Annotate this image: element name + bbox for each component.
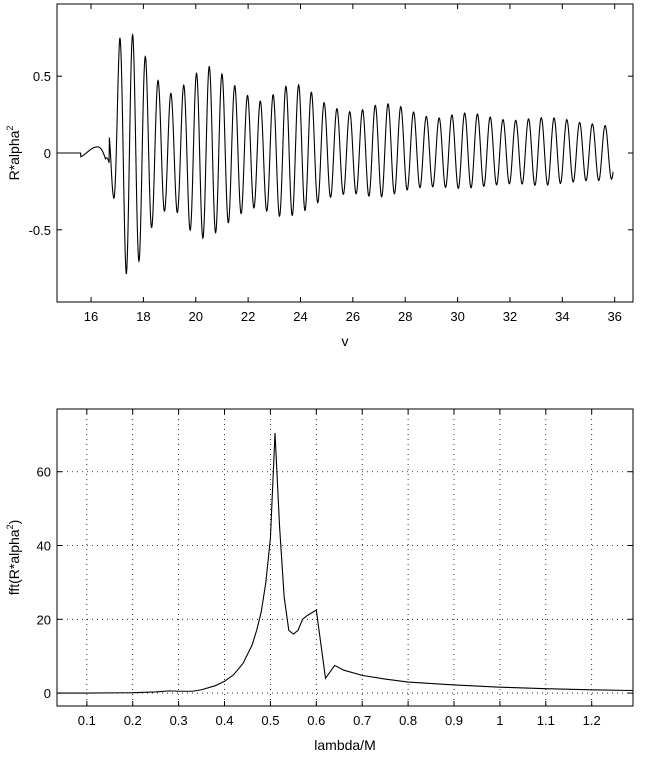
bot-x-tick-label: 0.3 xyxy=(170,713,188,728)
bottom-y-axis-label-tail: ) xyxy=(6,520,22,525)
top-x-tick-label: 36 xyxy=(607,309,621,324)
bottom-y-axis-label: fft(R*alpha2) xyxy=(5,520,22,596)
bot-x-tick-label: 1.1 xyxy=(537,713,555,728)
top-x-tick-label: 16 xyxy=(84,309,98,324)
bot-x-tick-label: 0.9 xyxy=(445,713,463,728)
bot-x-tick-label: 0.7 xyxy=(353,713,371,728)
bottom-spectrum-curve xyxy=(57,432,634,694)
top-ticks: 16 18 20 22 24 26 28 30 32 34 36 -0.5 0 0.5 xyxy=(29,4,633,324)
top-y-axis-label-superscript: 2 xyxy=(5,126,15,131)
bottom-axes-frame xyxy=(56,408,634,707)
top-x-tick-label: 28 xyxy=(398,309,412,324)
bottom-y-axis-label-superscript: 2 xyxy=(5,524,15,529)
top-signal-curve xyxy=(57,33,614,275)
top-x-axis-label: v xyxy=(342,333,349,349)
top-x-tick-label: 32 xyxy=(503,309,517,324)
top-y-tick-label: 0.5 xyxy=(33,69,51,84)
bot-x-tick-label: 0.6 xyxy=(307,713,325,728)
bottom-grid xyxy=(57,409,633,706)
bottom-x-axis-label: lambda/M xyxy=(314,737,375,753)
bot-x-tick-label: 0.1 xyxy=(78,713,96,728)
bot-x-tick-label: 1.2 xyxy=(583,713,601,728)
top-x-tick-label: 24 xyxy=(293,309,307,324)
bot-y-tick-label: 40 xyxy=(37,539,51,554)
top-x-tick-label: 26 xyxy=(346,309,360,324)
top-x-tick-label: 30 xyxy=(450,309,464,324)
bot-y-tick-label: 0 xyxy=(44,686,51,701)
top-x-tick-label: 22 xyxy=(241,309,255,324)
bot-x-tick-label: 0.5 xyxy=(261,713,279,728)
top-plot-panel: 16 18 20 22 24 26 28 30 32 34 36 -0.5 0 0.5 v R*alpha… xyxy=(5,3,634,349)
bottom-ticks: 0.1 0.2 0.3 0.4 0.5 0.6 0.7 0.8 0.9 1 1.1 1.2 0 20 40 6… xyxy=(37,409,633,728)
bot-x-tick-label: 0.8 xyxy=(399,713,417,728)
top-x-tick-label: 18 xyxy=(136,309,150,324)
bot-x-tick-label: 0.4 xyxy=(215,713,233,728)
top-y-axis-label: R*alpha2 xyxy=(5,126,22,181)
top-x-tick-label: 20 xyxy=(189,309,203,324)
bot-x-tick-label: 1 xyxy=(496,713,503,728)
bottom-plot-panel: 0.1 0.2 0.3 0.4 0.5 0.6 0.7 0.8 0.9 1 1.1 1.2 0 20 40 6… xyxy=(5,408,634,753)
top-y-tick-label: -0.5 xyxy=(29,223,51,238)
bot-y-tick-label: 20 xyxy=(37,612,51,627)
top-y-tick-label: 0 xyxy=(44,146,51,161)
bot-x-tick-label: 0.2 xyxy=(124,713,142,728)
top-x-tick-label: 34 xyxy=(555,309,569,324)
top-axes-frame xyxy=(56,3,634,303)
top-y-axis-label-base: R*alpha xyxy=(6,130,22,180)
bottom-y-axis-label-base: fft(R*alpha xyxy=(6,529,22,595)
bot-y-tick-label: 60 xyxy=(37,465,51,480)
